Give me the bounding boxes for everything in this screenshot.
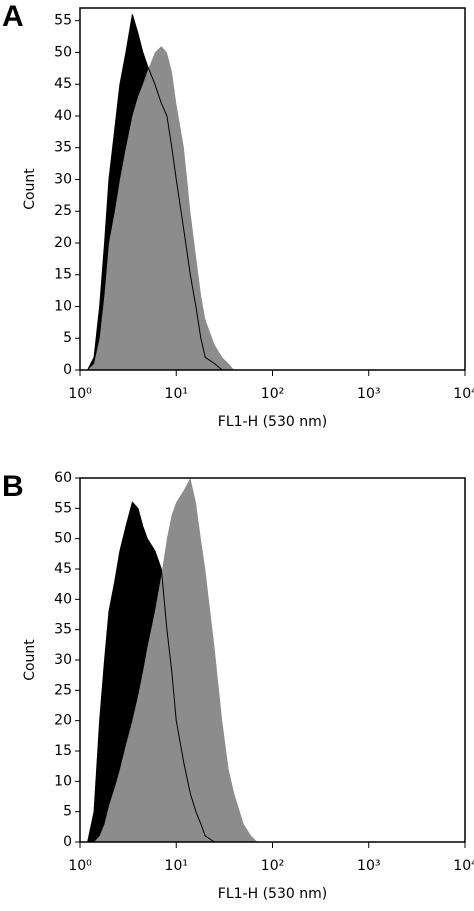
x-axis-label: FL1-H (530 nm) bbox=[218, 886, 327, 902]
x-tick-label: 10⁰ bbox=[68, 386, 92, 402]
y-tick-label: 0 bbox=[63, 362, 72, 378]
y-tick-label: 15 bbox=[54, 267, 72, 283]
y-tick-label: 35 bbox=[54, 140, 72, 156]
histogram-area bbox=[87, 478, 273, 842]
y-tick-label: 10 bbox=[54, 773, 72, 789]
y-tick-label: 60 bbox=[54, 470, 72, 486]
y-tick-label: 10 bbox=[54, 298, 72, 314]
x-tick-label: 10⁴ bbox=[453, 386, 474, 402]
y-tick-label: 30 bbox=[54, 652, 72, 668]
y-tick-label: 50 bbox=[54, 44, 72, 60]
y-tick-label: 35 bbox=[54, 622, 72, 638]
x-tick-label: 10⁴ bbox=[453, 858, 474, 874]
y-tick-label: 20 bbox=[54, 235, 72, 251]
y-tick-label: 25 bbox=[54, 203, 72, 219]
y-tick-label: 55 bbox=[54, 13, 72, 29]
y-tick-label: 20 bbox=[54, 713, 72, 729]
y-tick-label: 45 bbox=[54, 76, 72, 92]
y-axis-label: Count bbox=[22, 168, 38, 210]
y-tick-label: 15 bbox=[54, 743, 72, 759]
y-tick-label: 40 bbox=[54, 591, 72, 607]
x-tick-label: 10¹ bbox=[165, 858, 188, 874]
y-tick-label: 50 bbox=[54, 531, 72, 547]
y-tick-label: 0 bbox=[63, 834, 72, 850]
x-tick-label: 10³ bbox=[357, 386, 380, 402]
x-tick-label: 10¹ bbox=[165, 386, 188, 402]
x-tick-label: 10² bbox=[261, 858, 284, 874]
y-tick-label: 30 bbox=[54, 171, 72, 187]
x-tick-label: 10³ bbox=[357, 858, 380, 874]
y-axis-label: Count bbox=[22, 639, 38, 681]
x-tick-label: 10² bbox=[261, 386, 284, 402]
y-tick-label: 40 bbox=[54, 108, 72, 124]
panel-label: A bbox=[2, 0, 24, 33]
y-tick-label: 45 bbox=[54, 561, 72, 577]
y-tick-label: 5 bbox=[63, 330, 72, 346]
panel-label: B bbox=[2, 470, 24, 503]
x-axis-label: FL1-H (530 nm) bbox=[218, 414, 327, 430]
x-tick-label: 10⁰ bbox=[68, 858, 92, 874]
y-tick-label: 5 bbox=[63, 804, 72, 820]
y-tick-label: 25 bbox=[54, 682, 72, 698]
y-tick-label: 55 bbox=[54, 500, 72, 516]
